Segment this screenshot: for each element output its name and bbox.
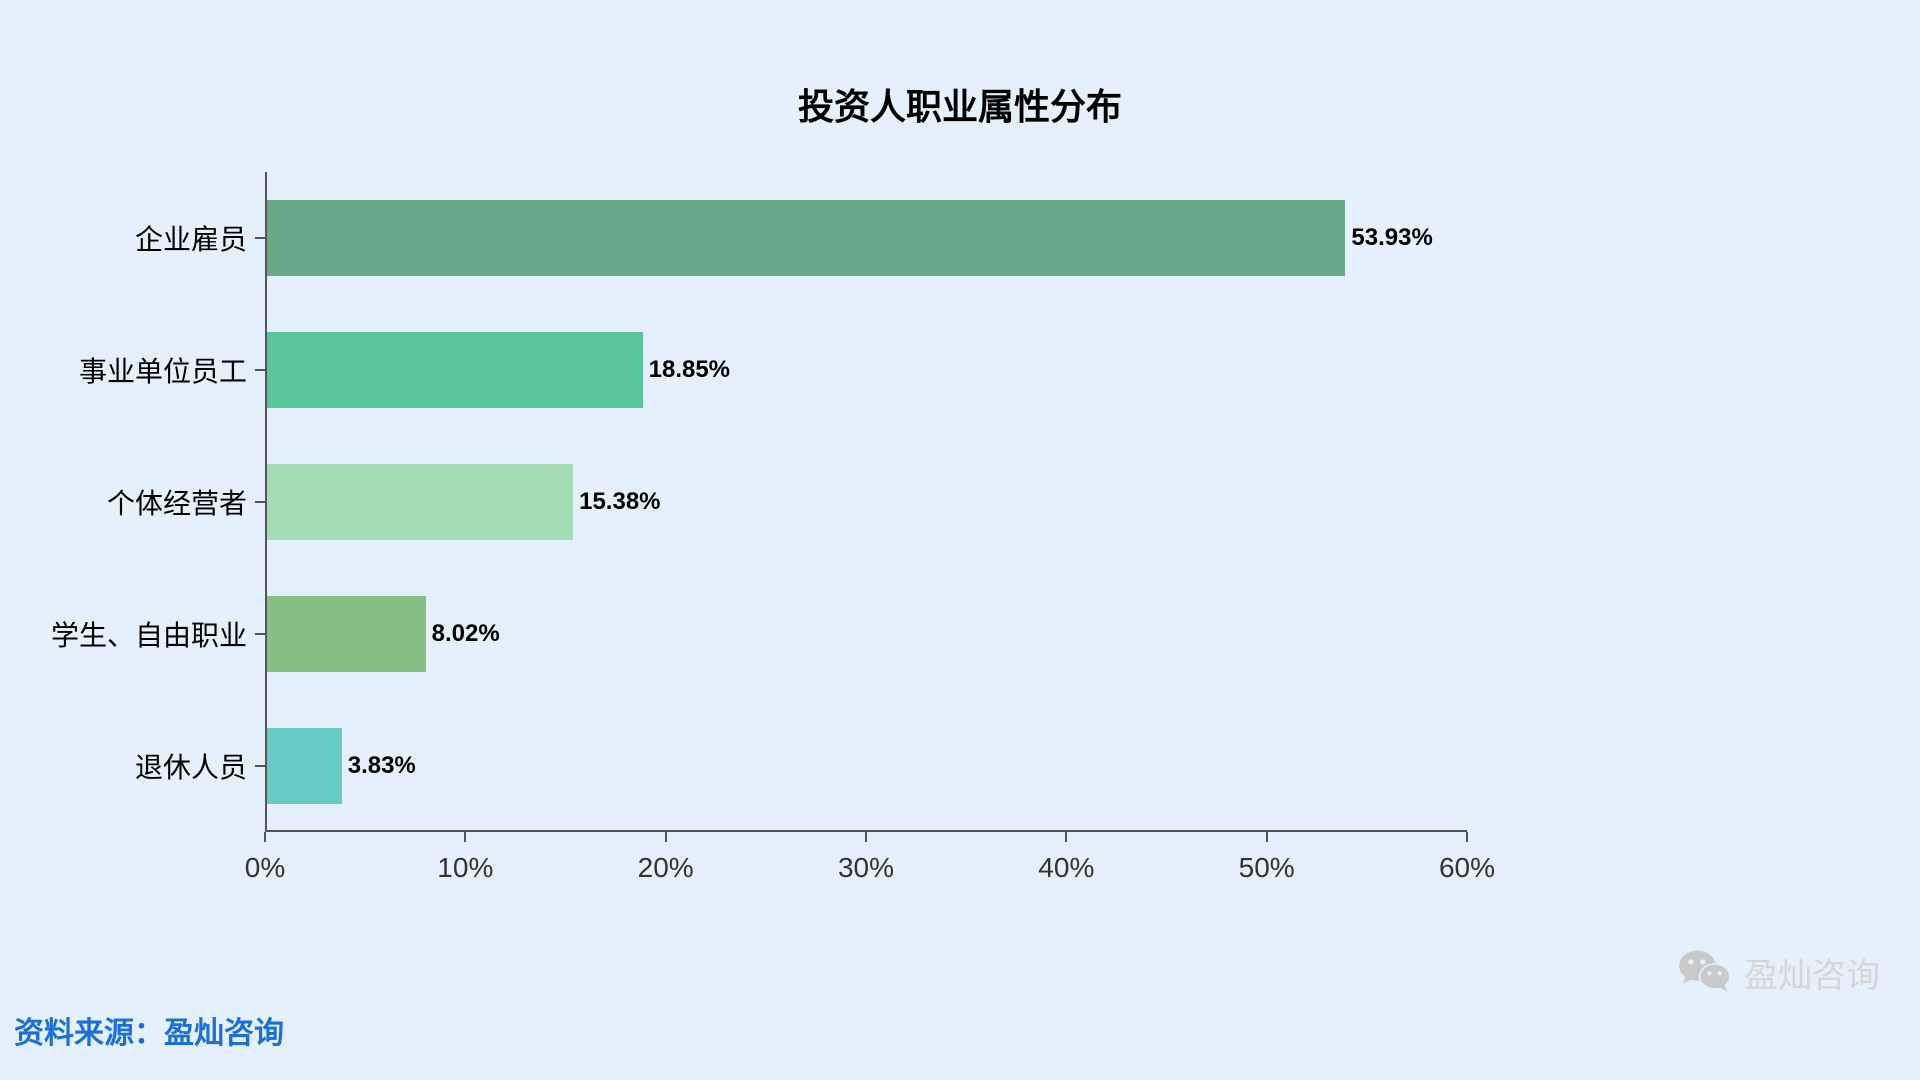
bar bbox=[267, 200, 1345, 277]
x-tick-label: 40% bbox=[1038, 852, 1094, 884]
bar bbox=[267, 464, 573, 541]
x-tick bbox=[1266, 832, 1268, 842]
bar-value-label: 18.85% bbox=[649, 356, 730, 384]
plot-area: 0%10%20%30%40%50%60%企业雇员53.93%事业单位员工18.8… bbox=[265, 172, 1467, 832]
y-category-label: 学生、自由职业 bbox=[51, 614, 265, 654]
chart-title: 投资人职业属性分布 bbox=[0, 78, 1920, 130]
bar bbox=[267, 596, 426, 673]
chart-container: 投资人职业属性分布 0%10%20%30%40%50%60%企业雇员53.93%… bbox=[0, 0, 1920, 1080]
x-tick bbox=[264, 832, 266, 842]
bar bbox=[267, 332, 643, 409]
x-tick-label: 30% bbox=[838, 852, 894, 884]
bar-value-label: 15.38% bbox=[579, 488, 660, 516]
x-tick-label: 50% bbox=[1239, 852, 1295, 884]
x-tick bbox=[665, 832, 667, 842]
x-tick-label: 0% bbox=[245, 852, 285, 884]
bar-value-label: 53.93% bbox=[1351, 224, 1432, 252]
bar-value-label: 3.83% bbox=[348, 752, 416, 780]
y-category-label: 企业雇员 bbox=[135, 218, 265, 258]
x-tick bbox=[464, 832, 466, 842]
x-tick-label: 60% bbox=[1439, 852, 1495, 884]
source-label: 资料来源：盈灿咨询 bbox=[14, 1008, 284, 1052]
x-tick-label: 10% bbox=[437, 852, 493, 884]
y-category-label: 个体经营者 bbox=[107, 482, 265, 522]
x-tick bbox=[1065, 832, 1067, 842]
x-tick-label: 20% bbox=[638, 852, 694, 884]
y-category-label: 退休人员 bbox=[135, 746, 265, 786]
x-tick bbox=[1466, 832, 1468, 842]
y-category-label: 事业单位员工 bbox=[79, 350, 265, 390]
source-prefix: 资料来源： bbox=[14, 1017, 164, 1050]
bar-value-label: 8.02% bbox=[432, 620, 500, 648]
source-name: 盈灿咨询 bbox=[164, 1017, 284, 1050]
x-tick bbox=[865, 832, 867, 842]
watermark: 盈灿咨询 bbox=[1678, 943, 1880, 1002]
bar bbox=[267, 728, 342, 805]
wechat-icon bbox=[1678, 943, 1732, 1002]
watermark-text: 盈灿咨询 bbox=[1744, 948, 1880, 997]
